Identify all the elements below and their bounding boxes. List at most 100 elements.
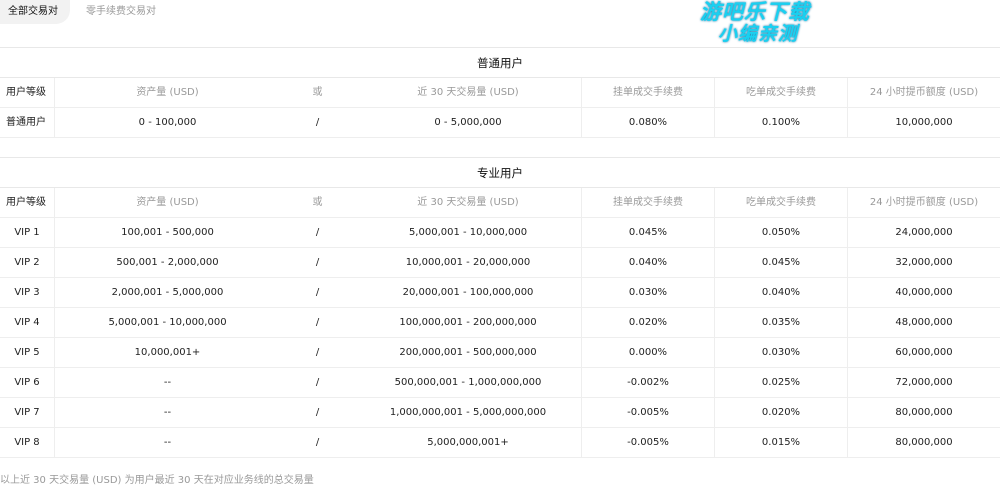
cell-maker-fee: -0.005%	[582, 427, 715, 458]
cell-user-level: VIP 1	[0, 217, 55, 248]
table-row: VIP 2 500,001 - 2,000,000 / 10,000,001 - 20…	[0, 247, 1000, 278]
header-trade-volume-30d: 近 30 天交易量 (USD)	[355, 187, 582, 218]
cell-taker-fee: 0.040%	[715, 277, 848, 308]
cell-maker-fee: -0.002%	[582, 367, 715, 398]
cell-trade-volume-30d: 100,000,001 - 200,000,000	[355, 307, 582, 338]
table-row: VIP 1 100,001 - 500,000 / 5,000,001 - 10,00…	[0, 217, 1000, 248]
header-asset-amount: 资产量 (USD)	[136, 86, 199, 98]
cell-trade-volume-30d: 20,000,001 - 100,000,000	[355, 277, 582, 308]
table-header: 用户等级 资产量 (USD) 或 近 30 天交易量 (USD) 挂单成交手续费 吃单成交…	[0, 187, 1000, 218]
cell-taker-fee: 0.045%	[715, 247, 848, 278]
cell-or: /	[315, 376, 320, 388]
cell-maker-fee: 0.045%	[582, 217, 715, 248]
header-taker-fee: 吃单成交手续费	[715, 77, 848, 108]
cell-user-level: VIP 5	[0, 337, 55, 368]
cell-withdraw-limit-24h: 10,000,000	[895, 116, 953, 128]
cell-taker-fee: 0.100%	[715, 107, 848, 138]
table-row: 普通用户 0 - 100,000 / 0 - 5,000,000 0.080% 0.100…	[0, 107, 1000, 138]
footnote: 以上近 30 天交易量 (USD) 为用户最近 30 天在对应业务线的总交易量	[0, 475, 314, 486]
cell-or: /	[315, 436, 320, 448]
header-user-level: 用户等级	[0, 77, 55, 108]
cell-taker-fee: 0.050%	[715, 217, 848, 248]
cell-taker-fee: 0.020%	[715, 397, 848, 428]
cell-withdraw-limit-24h: 24,000,000	[895, 226, 953, 238]
cell-asset-amount: 10,000,001+	[134, 346, 201, 358]
cell-trade-volume-30d: 5,000,000,001+	[355, 427, 582, 458]
cell-user-level: VIP 3	[0, 277, 55, 308]
tab-all-pairs[interactable]: 全部交易对	[0, 0, 70, 24]
cell-user-level: VIP 6	[0, 367, 55, 398]
cell-maker-fee: 0.020%	[582, 307, 715, 338]
cell-asset-amount: 2,000,001 - 5,000,000	[111, 286, 224, 298]
cell-maker-fee: 0.080%	[582, 107, 715, 138]
cell-taker-fee: 0.035%	[715, 307, 848, 338]
cell-maker-fee: 0.040%	[582, 247, 715, 278]
cell-trade-volume-30d: 5,000,001 - 10,000,000	[355, 217, 582, 248]
cell-withdraw-limit-24h: 40,000,000	[895, 286, 953, 298]
cell-withdraw-limit-24h: 72,000,000	[895, 376, 953, 388]
header-user-level: 用户等级	[0, 187, 55, 218]
cell-asset-amount: --	[163, 406, 172, 418]
cell-or: /	[315, 226, 320, 238]
table-row: VIP 3 2,000,001 - 5,000,000 / 20,000,001 - …	[0, 277, 1000, 308]
cell-user-level: VIP 4	[0, 307, 55, 338]
cell-withdraw-limit-24h: 80,000,000	[895, 406, 953, 418]
section-title: 专业用户	[0, 158, 1000, 188]
cell-withdraw-limit-24h: 32,000,000	[895, 256, 953, 268]
cell-user-level: VIP 8	[0, 427, 55, 458]
header-maker-fee: 挂单成交手续费	[582, 77, 715, 108]
cell-asset-amount: 0 - 100,000	[138, 116, 197, 128]
watermark-logo: 游吧乐下载 小编亲测	[700, 1, 810, 45]
header-trade-volume-30d: 近 30 天交易量 (USD)	[355, 77, 582, 108]
cell-or: /	[315, 316, 320, 328]
cell-taker-fee: 0.015%	[715, 427, 848, 458]
regular-user-section: 普通用户 用户等级 资产量 (USD) 或 近 30 天交易量 (USD) 挂单成交手续…	[0, 47, 1000, 138]
cell-asset-amount: 5,000,001 - 10,000,000	[108, 316, 227, 328]
cell-trade-volume-30d: 500,000,001 - 1,000,000,000	[355, 367, 582, 398]
table-body: 普通用户 0 - 100,000 / 0 - 5,000,000 0.080% 0.100…	[0, 107, 1000, 138]
cell-maker-fee: -0.005%	[582, 397, 715, 428]
cell-asset-amount: 100,001 - 500,000	[121, 226, 214, 238]
table-row: VIP 4 5,000,001 - 10,000,000 / 100,000,001 …	[0, 307, 1000, 338]
cell-or: /	[315, 116, 320, 128]
tab-zero-fee-pairs[interactable]: 零手续费交易对	[86, 6, 156, 17]
cell-or: /	[315, 256, 320, 268]
header-withdraw-limit-24h: 24 小时提币额度 (USD)	[869, 86, 979, 98]
table-header: 用户等级 资产量 (USD) 或 近 30 天交易量 (USD) 挂单成交手续费 吃单成交…	[0, 77, 1000, 108]
cell-withdraw-limit-24h: 80,000,000	[895, 436, 953, 448]
cell-maker-fee: 0.030%	[582, 277, 715, 308]
cell-user-level: VIP 7	[0, 397, 55, 428]
cell-trade-volume-30d: 10,000,001 - 20,000,000	[355, 247, 582, 278]
header-maker-fee: 挂单成交手续费	[582, 187, 715, 218]
cell-user-level: VIP 2	[0, 247, 55, 278]
cell-or: /	[315, 406, 320, 418]
table-row: VIP 6 -- / 500,000,001 - 1,000,000,000 -0.00…	[0, 367, 1000, 398]
watermark-line-1: 游吧乐下载	[700, 0, 810, 24]
cell-or: /	[315, 346, 320, 358]
cell-maker-fee: 0.000%	[582, 337, 715, 368]
table-row: VIP 8 -- / 5,000,000,001+ -0.005% 0.015% 80,00…	[0, 427, 1000, 458]
header-withdraw-limit-24h: 24 小时提币额度 (USD)	[869, 196, 979, 208]
pro-user-section: 专业用户 用户等级 资产量 (USD) 或 近 30 天交易量 (USD) 挂单成交手续…	[0, 157, 1000, 458]
table-row: VIP 5 10,000,001+ / 200,000,001 - 500,000,0…	[0, 337, 1000, 368]
watermark-line-2: 小编亲测	[718, 23, 799, 45]
table-row: VIP 7 -- / 1,000,000,001 - 5,000,000,000 -0.…	[0, 397, 1000, 428]
cell-asset-amount: 500,001 - 2,000,000	[116, 256, 219, 268]
cell-asset-amount: --	[163, 436, 172, 448]
cell-withdraw-limit-24h: 48,000,000	[895, 316, 953, 328]
section-title: 普通用户	[0, 48, 1000, 78]
cell-taker-fee: 0.025%	[715, 367, 848, 398]
header-taker-fee: 吃单成交手续费	[715, 187, 848, 218]
cell-withdraw-limit-24h: 60,000,000	[895, 346, 953, 358]
header-asset-amount: 资产量 (USD)	[136, 196, 199, 208]
cell-trade-volume-30d: 1,000,000,001 - 5,000,000,000	[355, 397, 582, 428]
table-body: VIP 1 100,001 - 500,000 / 5,000,001 - 10,00…	[0, 217, 1000, 458]
cell-trade-volume-30d: 0 - 5,000,000	[355, 107, 582, 138]
cell-user-level: 普通用户	[0, 107, 55, 138]
cell-or: /	[315, 286, 320, 298]
header-or: 或	[312, 86, 323, 98]
cell-asset-amount: --	[163, 376, 172, 388]
cell-trade-volume-30d: 200,000,001 - 500,000,000	[355, 337, 582, 368]
cell-taker-fee: 0.030%	[715, 337, 848, 368]
tab-bar: 全部交易对 零手续费交易对	[0, 0, 166, 24]
